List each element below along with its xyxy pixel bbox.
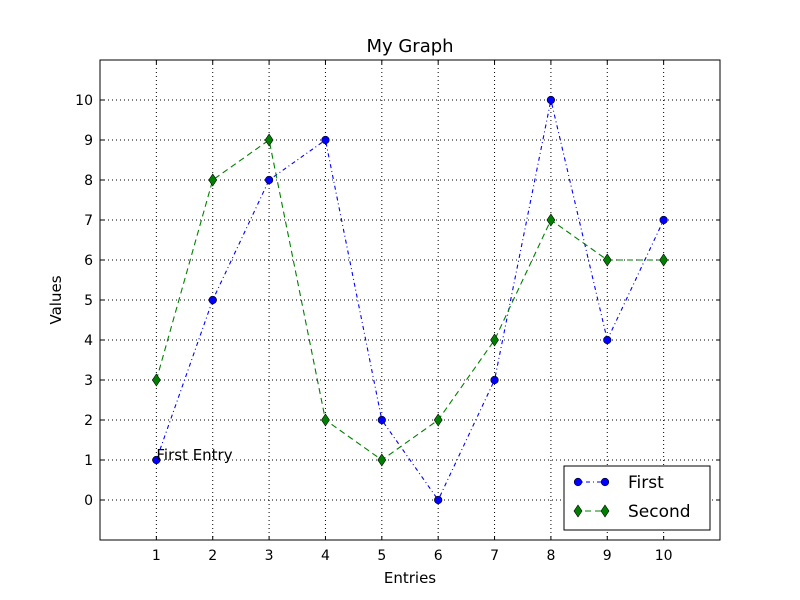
series-second-point-marker xyxy=(377,453,387,467)
y-tick-label: 4 xyxy=(84,333,93,349)
legend-first: First xyxy=(573,473,664,493)
x-tick-label: 1 xyxy=(152,548,161,564)
y-tick-label: 9 xyxy=(84,133,93,149)
chart-title: My Graph xyxy=(366,36,453,57)
series-first-point-marker xyxy=(546,95,556,105)
y-tick-label: 5 xyxy=(84,293,93,309)
legend-first-sample-left-marker xyxy=(573,477,583,487)
x-tick-label: 7 xyxy=(490,548,499,564)
legend-first-sample-right-marker xyxy=(600,477,610,487)
series-first-point-marker xyxy=(321,135,330,145)
series-first-point-marker xyxy=(152,455,161,465)
series-second-point-marker xyxy=(208,173,218,187)
series-second-point-marker xyxy=(264,133,274,147)
series-first-point-marker xyxy=(377,415,386,425)
series-group xyxy=(152,95,668,505)
legend-second: Second xyxy=(573,502,691,522)
x-tick-label: 9 xyxy=(603,548,612,564)
y-tick-label: 2 xyxy=(84,413,93,429)
series-second-point-marker xyxy=(490,333,499,347)
y-tick-label: 6 xyxy=(84,253,93,269)
series-second-point-marker xyxy=(321,413,330,427)
x-tick-label: 4 xyxy=(321,548,330,564)
y-tick-label: 8 xyxy=(84,173,93,189)
series-first xyxy=(152,95,668,505)
y-tick-label: 7 xyxy=(84,213,93,229)
x-tick-label: 2 xyxy=(208,548,217,564)
legend-second-label: Second xyxy=(628,502,691,522)
series-first-point-marker xyxy=(490,375,499,385)
series-second-point-marker xyxy=(546,213,556,227)
series-second-point-marker xyxy=(152,373,161,387)
legend-first-label: First xyxy=(628,473,664,493)
legend: First Second xyxy=(563,465,711,531)
x-tick-label: 3 xyxy=(265,548,274,564)
series-second-line xyxy=(155,139,664,461)
legend-box xyxy=(563,465,711,531)
series-first-point-marker xyxy=(264,175,274,185)
annotation-group: First Entry xyxy=(156,446,232,464)
y-tick-label: 0 xyxy=(84,493,93,509)
annotation-first-entry: First Entry xyxy=(156,446,232,464)
series-first-point-marker xyxy=(208,295,217,305)
y-tick-label: 1 xyxy=(84,453,93,469)
y-tick-label: 10 xyxy=(75,93,93,109)
series-second-point-marker xyxy=(433,413,443,427)
x-tick-label: 10 xyxy=(655,548,673,564)
series-first-point-marker xyxy=(659,215,668,225)
series-first-point-marker xyxy=(603,335,612,345)
legend-second-sample-left-marker xyxy=(573,504,583,518)
x-axis-label: Entries xyxy=(384,569,436,587)
series-first-point-marker xyxy=(434,495,443,505)
x-tick-label: 5 xyxy=(377,548,386,564)
series-second xyxy=(152,133,668,467)
y-axis-label: Values xyxy=(47,275,65,324)
legend-second-sample-right-marker xyxy=(600,504,610,518)
series-second-point-marker xyxy=(659,253,668,267)
y-tick-label: 3 xyxy=(84,373,93,389)
grid-lines xyxy=(100,60,720,540)
axis-ticks: 1 2 3 4 5 6 7 8 9 10 0 1 2 3 4 5 6 7 8 9 10 xyxy=(75,60,720,564)
series-first-line xyxy=(155,99,665,502)
x-tick-label: 8 xyxy=(546,548,555,564)
series-second-point-marker xyxy=(602,253,612,267)
x-tick-label: 6 xyxy=(434,548,443,564)
